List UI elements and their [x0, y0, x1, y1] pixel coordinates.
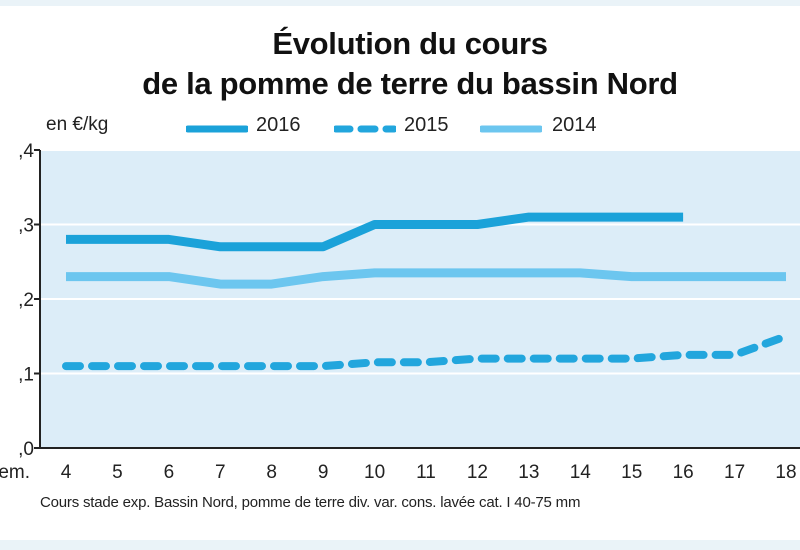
y-tick-label-2: ,2 [18, 290, 34, 311]
chart-title: Évolution du cours de la pomme de terre … [0, 24, 800, 104]
x-tick-label-16: 16 [673, 462, 694, 483]
legend-swatch-2014 [480, 125, 542, 133]
legend-label-2014: 2014 [552, 114, 597, 136]
x-tick-label-6: 6 [164, 462, 175, 483]
x-tick-label-7: 7 [215, 462, 226, 483]
chart-title-line-1: Évolution du cours [272, 26, 548, 61]
y-axis-unit-label: en €/kg [46, 114, 109, 135]
x-tick-label-13: 13 [518, 462, 539, 483]
x-axis-label: Sem. [0, 462, 30, 483]
x-tick-label-18: 18 [775, 462, 796, 483]
chart-title-line-2: de la pomme de terre du bassin Nord [142, 66, 678, 101]
legend-swatch-2016 [186, 125, 248, 133]
x-tick-label-8: 8 [266, 462, 277, 483]
x-tick-label-5: 5 [112, 462, 123, 483]
legend-swatch-2015 [334, 125, 396, 133]
legend-label-2015: 2015 [404, 114, 449, 136]
x-tick-label-17: 17 [724, 462, 745, 483]
x-tick-label-4: 4 [61, 462, 72, 483]
y-tick-label-1: ,1 [18, 365, 34, 386]
x-tick-label-14: 14 [570, 462, 592, 483]
x-tick-label-12: 12 [467, 462, 488, 483]
series-line-2016 [66, 212, 684, 252]
y-tick-label-0: ,0 [18, 439, 34, 460]
x-tick-label-11: 11 [416, 462, 436, 483]
x-tick-label-15: 15 [621, 462, 642, 483]
y-tick-label-3: ,3 [18, 216, 34, 237]
y-tick-label-4: ,4 [18, 141, 34, 162]
x-tick-label-9: 9 [318, 462, 329, 483]
legend-label-2016: 2016 [256, 114, 301, 136]
x-tick-label-10: 10 [364, 462, 385, 483]
source-note: Cours stade exp. Bassin Nord, pomme de t… [40, 494, 581, 511]
